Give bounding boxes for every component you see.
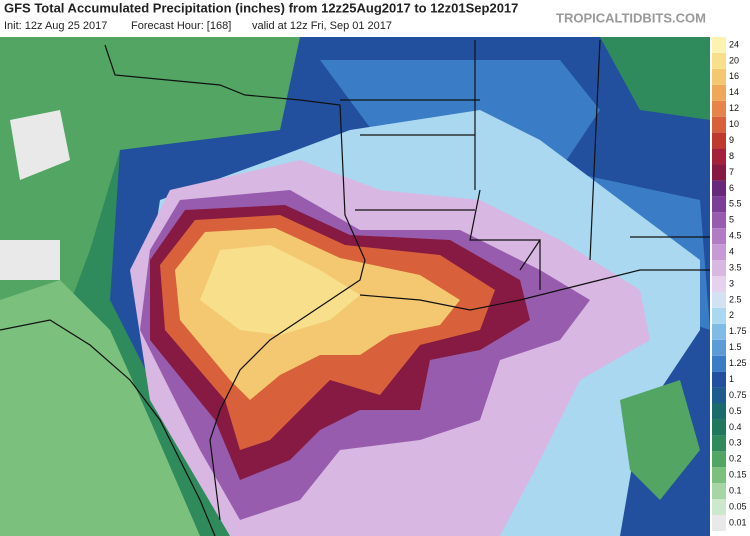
colorbar-label: 2 — [729, 310, 734, 320]
header-bg — [0, 0, 750, 37]
colorbar-label: 0.5 — [729, 406, 742, 416]
gulf-coast — [359, 269, 710, 311]
forecast-hour: Forecast Hour: [168] — [131, 20, 231, 32]
colorbar-label: 0.15 — [729, 470, 747, 480]
colorbar-swatch — [712, 276, 726, 292]
colorbar-label: 10 — [729, 119, 739, 129]
colorbar-label: 16 — [729, 71, 739, 81]
colorbar-label: 3.5 — [729, 262, 742, 272]
colorbar-label: 0.1 — [729, 486, 742, 496]
colorbar-label: 4.5 — [729, 231, 742, 241]
boundaries — [0, 39, 710, 536]
colorbar-swatch — [712, 435, 726, 452]
colorbar-swatch — [712, 515, 726, 531]
colorbar-swatch — [712, 483, 726, 500]
colorbar-label: 0.4 — [729, 422, 742, 432]
colorbar-swatch — [712, 403, 726, 420]
colorbar-label: 24 — [729, 39, 739, 49]
colorbar-swatch — [712, 371, 726, 388]
colorbar-swatch — [712, 419, 726, 436]
colorbar-swatch — [712, 339, 726, 356]
colorbar-swatch — [712, 499, 726, 516]
colorbar-label: 5 — [729, 215, 734, 225]
colorbar-swatch — [712, 228, 726, 245]
colorbar-label: 0.2 — [729, 454, 742, 464]
colorbar-label: 0.3 — [729, 438, 742, 448]
colorbar-label: 1 — [729, 374, 734, 384]
colorbar-label: 6 — [729, 183, 734, 193]
colorbar-label: 5.5 — [729, 199, 742, 209]
colorbar-swatch — [712, 451, 726, 468]
colorbar-label: 1.5 — [729, 342, 742, 352]
colorbar-label: 8 — [729, 151, 734, 161]
title: GFS Total Accumulated Precipitation (inc… — [4, 0, 518, 15]
colorbar-label: 7 — [729, 167, 734, 177]
brand: TROPICALTIDBITS.COM — [556, 10, 706, 25]
field-yellow-light — [200, 245, 360, 335]
colorbar-swatch — [712, 180, 726, 197]
colorbar-swatch — [712, 212, 726, 229]
precip-field — [0, 37, 710, 536]
colorbar-label: 14 — [729, 87, 739, 97]
init: Init: 12z Aug 25 2017 — [4, 20, 107, 32]
colorbar-label: 12 — [729, 103, 739, 113]
colorbar-label: 4 — [729, 247, 734, 257]
colorbar-swatch — [712, 355, 726, 372]
field-dry — [0, 110, 70, 280]
colorbar-swatch — [712, 132, 726, 149]
colorbar-label: 1.75 — [729, 326, 747, 336]
colorbar-swatch — [712, 196, 726, 213]
colorbar-label: 9 — [729, 135, 734, 145]
colorbar-label: 20 — [729, 55, 739, 65]
colorbar-swatch — [712, 52, 726, 69]
colorbar-swatch — [712, 100, 726, 117]
colorbar-label: 0.05 — [729, 501, 747, 511]
texas-border — [104, 44, 366, 521]
field-green-light — [0, 280, 200, 536]
colorbar-swatch — [712, 84, 726, 101]
field-gulf-green — [620, 380, 700, 500]
colorbar-swatch — [712, 467, 726, 484]
colorbar-swatch — [712, 244, 726, 261]
colorbar-swatch — [712, 291, 726, 308]
colorbar-label: 0.75 — [729, 390, 747, 400]
colorbar-swatch — [712, 323, 726, 340]
colorbar-swatch — [712, 68, 726, 85]
colorbar-label: 1.25 — [729, 358, 747, 368]
colorbar: 0.01 0.05 0.1 0.15 0.2 0.3 0.4 0.5 0.75 1 1.25 1.5 1… — [710, 37, 750, 531]
colorbar-swatch — [712, 164, 726, 181]
mexico-border — [0, 319, 216, 536]
colorbar-swatch — [712, 260, 726, 277]
colorbar-label: 3 — [729, 278, 734, 288]
colorbar-swatch — [712, 116, 726, 133]
colorbar-swatch — [712, 148, 726, 165]
colorbar-swatch — [712, 307, 726, 324]
colorbar-swatch — [712, 387, 726, 404]
colorbar-label: 2.5 — [729, 294, 742, 304]
field-green — [0, 37, 320, 340]
colorbar-swatch — [712, 37, 726, 53]
state-lines — [340, 39, 710, 290]
valid-time: valid at 12z Fri, Sep 01 2017 — [252, 20, 392, 32]
colorbar-label: 0.01 — [729, 517, 747, 527]
